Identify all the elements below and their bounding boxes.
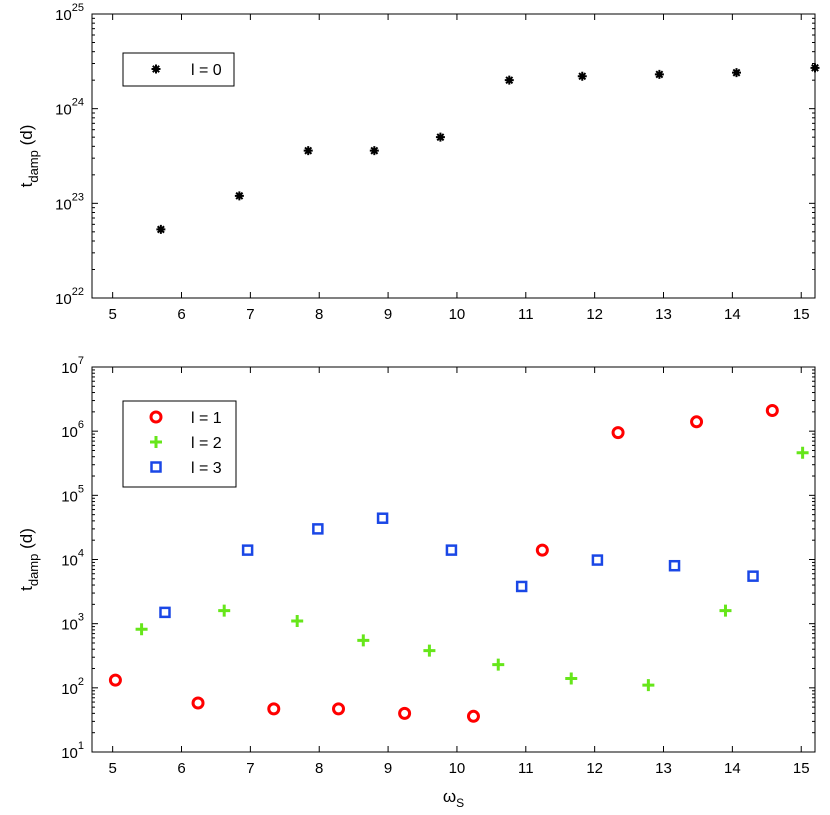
data-point xyxy=(668,559,681,572)
y-axis-label: tdamp (d) xyxy=(17,125,41,188)
legend-label: l = 1 xyxy=(191,410,222,427)
data-point xyxy=(435,132,445,142)
chart-panel-2: 101 102 103 104 105 106 107 5 6 7 8 9 10 11 12 13 14 15 td… xyxy=(17,355,816,810)
data-point xyxy=(765,403,779,417)
x-tick-label: 12 xyxy=(586,760,603,777)
data-point xyxy=(591,554,604,566)
x-tick-label: 6 xyxy=(177,306,185,323)
x-tick-label: 7 xyxy=(246,760,254,777)
data-point xyxy=(332,702,346,716)
series-l-3 xyxy=(159,512,759,619)
data-point xyxy=(504,75,514,85)
x-tick-label: 7 xyxy=(246,306,254,323)
legend: l = 1 l = 2 l = 3 xyxy=(122,400,237,488)
y-tick-label: 1024 xyxy=(55,97,84,119)
data-point xyxy=(159,606,171,619)
y-tick-label: 1023 xyxy=(55,191,84,213)
y-tick-label: 105 xyxy=(61,483,84,505)
y-tick-label: 104 xyxy=(61,548,84,570)
legend-label: l = 0 xyxy=(191,62,222,79)
x-tick-label: 9 xyxy=(384,306,392,323)
x-axis-label: ωS xyxy=(443,787,464,810)
y-axis-label: tdamp (d) xyxy=(17,528,41,591)
data-point xyxy=(241,544,254,556)
y-tick-label: 1022 xyxy=(55,286,84,308)
x-tick-label: 10 xyxy=(449,306,466,323)
data-point xyxy=(719,604,732,617)
data-point xyxy=(218,604,231,617)
y-tick-label: 102 xyxy=(61,676,84,698)
legend-marker xyxy=(150,461,162,473)
y-tick-label: 1025 xyxy=(55,2,84,24)
x-tick-label: 11 xyxy=(518,306,534,323)
legend-box xyxy=(122,52,235,87)
data-point xyxy=(796,446,809,459)
y-tick-label: 107 xyxy=(61,355,84,377)
y-tick-label: 103 xyxy=(61,612,84,634)
legend-marker xyxy=(151,64,161,74)
series-l-1 xyxy=(108,403,779,723)
data-point xyxy=(108,673,122,687)
data-point xyxy=(445,544,458,556)
data-point xyxy=(515,580,528,593)
legend-box xyxy=(122,400,237,488)
data-point xyxy=(267,702,281,716)
x-tick-label: 11 xyxy=(518,760,534,777)
data-point xyxy=(135,623,148,636)
data-point xyxy=(577,71,587,81)
data-point xyxy=(642,679,655,692)
data-point xyxy=(654,69,664,79)
data-point xyxy=(303,146,313,156)
x-tick-label: 5 xyxy=(108,306,116,323)
chart-panel-1: 1022 1023 1024 1025 5 6 7 8 9 10 11 12 13 14 15 tdamp (… xyxy=(17,2,820,323)
data-point xyxy=(156,224,166,234)
series-l-2 xyxy=(135,446,809,692)
x-tick-label: 10 xyxy=(449,760,466,777)
x-tick-label: 5 xyxy=(108,760,116,777)
y-tick-label: 101 xyxy=(61,740,84,762)
legend: l = 0 xyxy=(122,52,235,87)
x-tick-label: 8 xyxy=(315,306,323,323)
x-tick-label: 14 xyxy=(724,760,741,777)
data-point xyxy=(810,63,820,73)
data-point xyxy=(747,570,759,582)
data-point xyxy=(312,523,324,535)
x-tick-label: 13 xyxy=(655,306,672,323)
x-tick-label: 14 xyxy=(724,306,741,323)
data-point xyxy=(732,68,742,78)
x-tick-label: 12 xyxy=(586,306,603,323)
x-tick-label: 15 xyxy=(793,306,810,323)
data-point xyxy=(234,191,244,201)
legend-label: l = 3 xyxy=(191,460,222,477)
data-point xyxy=(423,644,436,657)
data-point xyxy=(611,426,625,440)
data-point xyxy=(398,706,412,720)
legend-label: l = 2 xyxy=(191,435,222,452)
data-point xyxy=(565,672,578,685)
x-tick-label: 6 xyxy=(177,760,185,777)
data-point xyxy=(291,615,304,628)
data-point xyxy=(492,658,505,671)
x-tick-label: 13 xyxy=(655,760,672,777)
legend-marker xyxy=(149,410,163,424)
data-point xyxy=(376,512,389,524)
x-tick-label: 15 xyxy=(793,760,810,777)
y-tick-label: 106 xyxy=(61,419,84,441)
data-point xyxy=(535,543,549,557)
series-l-0 xyxy=(156,63,820,234)
legend-marker xyxy=(150,436,162,448)
data-point xyxy=(466,709,480,723)
data-point xyxy=(369,146,379,156)
data-point xyxy=(690,415,704,429)
x-tick-label: 9 xyxy=(384,760,392,777)
data-point xyxy=(357,634,370,647)
data-point xyxy=(191,696,205,710)
x-tick-label: 8 xyxy=(315,760,323,777)
